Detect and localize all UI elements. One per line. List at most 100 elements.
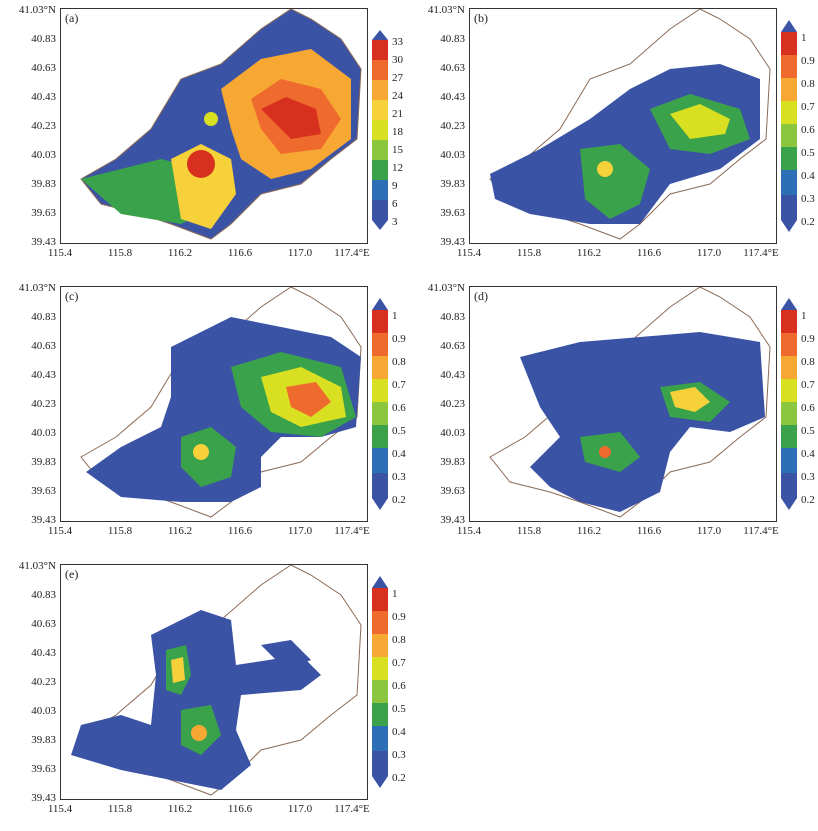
colorbar-label: 0.7 bbox=[392, 379, 406, 391]
x-tick: 115.4 bbox=[456, 525, 482, 537]
y-tick: 39.83 bbox=[31, 456, 56, 468]
panel-b: (b) 1 0.9 0.8 0.7 0.6 0.5 0.4 0.3 0.2 41… bbox=[409, 0, 818, 272]
y-tick: 40.23 bbox=[31, 398, 56, 410]
colorbar-label: 0.6 bbox=[801, 402, 815, 414]
colorbar-label: 0.8 bbox=[392, 356, 406, 368]
y-tick: 39.83 bbox=[31, 734, 56, 746]
colorbar-label: 0.9 bbox=[801, 333, 815, 345]
colorbar-label: 33 bbox=[392, 36, 403, 48]
y-tick: 40.43 bbox=[31, 91, 56, 103]
panel-label: (e) bbox=[65, 567, 79, 581]
y-tick: 39.63 bbox=[31, 207, 56, 219]
panel-label: (b) bbox=[474, 11, 488, 25]
colorbar-label: 12 bbox=[392, 162, 403, 174]
panel-a: (a) 33 30 27 24 21 18 15 12 9 6 3 41.03°… bbox=[0, 0, 409, 272]
y-tick: 39.43 bbox=[440, 236, 465, 248]
colorbar-label: 0.6 bbox=[801, 124, 815, 136]
panel-d: (d) 1 0.9 0.8 0.7 0.6 0.5 0.4 0.3 0.2 41… bbox=[409, 278, 818, 550]
colorbar: 1 0.9 0.8 0.7 0.6 0.5 0.4 0.3 0.2 bbox=[372, 298, 408, 510]
colorbar-label: 0.3 bbox=[801, 193, 815, 205]
y-tick: 40.43 bbox=[31, 647, 56, 659]
y-tick: 40.23 bbox=[440, 398, 465, 410]
y-tick: 39.63 bbox=[440, 485, 465, 497]
x-tick: 116.2 bbox=[167, 525, 193, 537]
colorbar-label: 0.4 bbox=[801, 170, 815, 182]
panel-c: (c) 1 0.9 0.8 0.7 0.6 0.5 0.4 0.3 0.2 41… bbox=[0, 278, 409, 550]
x-tick: 116.6 bbox=[227, 803, 253, 815]
y-tick: 41.03°N bbox=[18, 4, 56, 16]
colorbar-ramp bbox=[372, 576, 388, 788]
panel-label: (d) bbox=[474, 289, 488, 303]
panel-label: (c) bbox=[65, 289, 79, 303]
x-tick: 117.4°E bbox=[334, 247, 370, 259]
y-tick: 40.03 bbox=[440, 427, 465, 439]
colorbar-label: 0.9 bbox=[392, 611, 406, 623]
colorbar-label: 0.4 bbox=[801, 448, 815, 460]
colorbar-label: 15 bbox=[392, 144, 403, 156]
colorbar-label: 24 bbox=[392, 90, 403, 102]
x-tick: 115.4 bbox=[456, 247, 482, 259]
y-tick: 39.43 bbox=[31, 236, 56, 248]
colorbar-label: 3 bbox=[392, 216, 398, 228]
y-tick: 40.83 bbox=[31, 311, 56, 323]
colorbar-label: 0.3 bbox=[801, 471, 815, 483]
x-tick: 117.4°E bbox=[334, 803, 370, 815]
colorbar-label: 18 bbox=[392, 126, 403, 138]
map-canvas bbox=[71, 565, 362, 796]
colorbar-label: 0.2 bbox=[392, 772, 406, 784]
y-tick: 40.23 bbox=[31, 676, 56, 688]
y-tick: 39.43 bbox=[440, 514, 465, 526]
colorbar-label: 0.2 bbox=[801, 216, 815, 228]
colorbar-ramp bbox=[781, 298, 797, 510]
x-tick: 116.2 bbox=[167, 803, 193, 815]
x-tick: 115.8 bbox=[107, 803, 133, 815]
x-tick: 117.4°E bbox=[743, 247, 779, 259]
y-tick: 40.23 bbox=[31, 120, 56, 132]
x-tick: 115.8 bbox=[107, 525, 133, 537]
x-tick: 115.8 bbox=[516, 525, 542, 537]
colorbar-label: 0.3 bbox=[392, 471, 406, 483]
colorbar-label: 0.4 bbox=[392, 726, 406, 738]
y-tick: 40.83 bbox=[440, 311, 465, 323]
map-canvas bbox=[80, 287, 362, 518]
y-tick: 40.43 bbox=[440, 91, 465, 103]
map-canvas bbox=[489, 287, 771, 518]
x-tick: 116.6 bbox=[636, 525, 662, 537]
y-tick: 40.63 bbox=[31, 340, 56, 352]
colorbar-label: 1 bbox=[801, 32, 807, 44]
colorbar-label: 1 bbox=[801, 310, 807, 322]
x-tick: 116.6 bbox=[227, 525, 253, 537]
colorbar-label: 0.7 bbox=[392, 657, 406, 669]
map-frame: (e) bbox=[60, 564, 368, 800]
y-tick: 40.63 bbox=[31, 618, 56, 630]
colorbar: 1 0.9 0.8 0.7 0.6 0.5 0.4 0.3 0.2 bbox=[372, 576, 408, 788]
colorbar-label: 0.9 bbox=[801, 55, 815, 67]
y-tick: 40.03 bbox=[31, 149, 56, 161]
y-tick: 41.03°N bbox=[18, 282, 56, 294]
colorbar-label: 0.5 bbox=[801, 425, 815, 437]
colorbar-label: 0.7 bbox=[801, 101, 815, 113]
y-tick: 39.63 bbox=[31, 485, 56, 497]
colorbar-label: 1 bbox=[392, 310, 398, 322]
y-tick: 41.03°N bbox=[427, 282, 465, 294]
colorbar-label: 0.5 bbox=[392, 703, 406, 715]
x-tick: 116.6 bbox=[636, 247, 662, 259]
y-tick: 40.63 bbox=[440, 62, 465, 74]
x-tick: 115.8 bbox=[107, 247, 133, 259]
x-tick: 115.4 bbox=[47, 803, 73, 815]
x-tick: 115.4 bbox=[47, 525, 73, 537]
x-tick: 116.2 bbox=[576, 525, 602, 537]
map-canvas bbox=[80, 9, 362, 240]
colorbar-ramp bbox=[781, 20, 797, 232]
y-tick: 40.83 bbox=[440, 33, 465, 45]
y-tick: 40.83 bbox=[31, 589, 56, 601]
colorbar-label: 27 bbox=[392, 72, 403, 84]
y-tick: 40.03 bbox=[440, 149, 465, 161]
x-tick: 117.4°E bbox=[743, 525, 779, 537]
y-tick: 40.03 bbox=[31, 705, 56, 717]
colorbar-label: 0.6 bbox=[392, 402, 406, 414]
colorbar-label: 0.7 bbox=[801, 379, 815, 391]
x-tick: 116.2 bbox=[167, 247, 193, 259]
colorbar-label: 0.4 bbox=[392, 448, 406, 460]
y-tick: 40.83 bbox=[31, 33, 56, 45]
